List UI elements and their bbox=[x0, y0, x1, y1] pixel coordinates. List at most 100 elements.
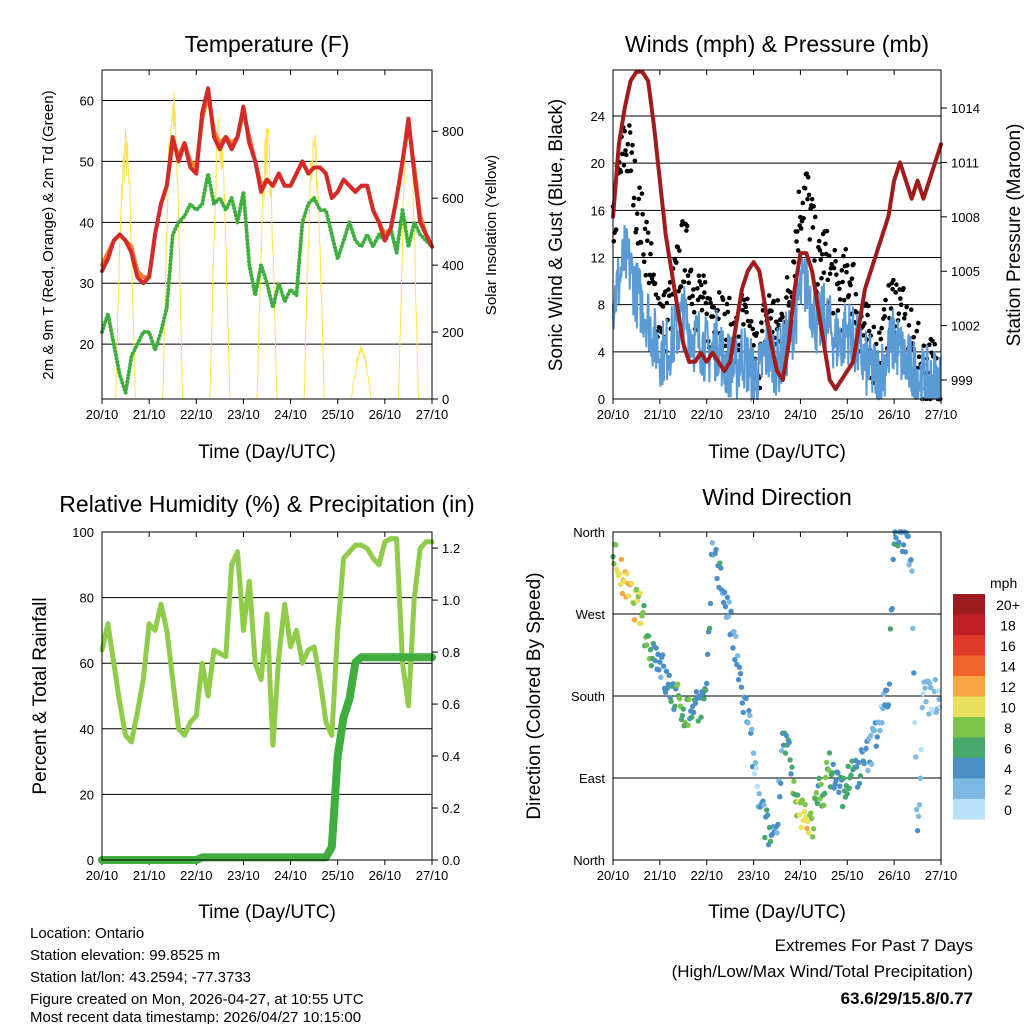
wind-direction-point bbox=[823, 774, 829, 781]
gust-point bbox=[893, 290, 899, 295]
gust-point bbox=[686, 280, 692, 286]
gust-point bbox=[909, 307, 914, 312]
wind-direction-ylabel: Direction (Colored By Speed) bbox=[524, 572, 545, 819]
y-tick-label: 50 bbox=[80, 154, 94, 169]
legend-label: 0 bbox=[1004, 802, 1012, 818]
y-tick-label: 60 bbox=[80, 93, 94, 108]
gust-point bbox=[698, 282, 704, 288]
wind-direction-point bbox=[887, 626, 894, 632]
gust-point bbox=[784, 295, 789, 300]
gust-point bbox=[711, 305, 717, 310]
wind-direction-point bbox=[695, 718, 701, 724]
wind-direction-point bbox=[738, 684, 745, 690]
wind-direction-point bbox=[915, 813, 922, 819]
wind-direction-title: Wind Direction bbox=[702, 484, 852, 510]
y-right-tick-label: 400 bbox=[442, 258, 464, 273]
y-tick-label: 100 bbox=[72, 525, 94, 540]
gust-point bbox=[879, 325, 884, 331]
gust-point bbox=[841, 297, 847, 303]
wind-direction-point bbox=[735, 676, 742, 683]
gust-point bbox=[664, 300, 670, 306]
x-tick-label: 23/10 bbox=[227, 407, 260, 422]
legend-label: 14 bbox=[1000, 659, 1016, 675]
gust-point bbox=[834, 272, 839, 277]
gust-point bbox=[699, 307, 705, 313]
gust-point bbox=[684, 223, 690, 229]
wind-direction-point bbox=[830, 761, 836, 768]
wind-direction-point bbox=[782, 750, 789, 756]
gust-point bbox=[836, 280, 841, 286]
wind-direction-point bbox=[732, 656, 738, 663]
x-tick-label: 22/10 bbox=[180, 407, 213, 422]
wind-direction-point bbox=[910, 625, 916, 632]
legend-swatch bbox=[953, 676, 985, 697]
wind-direction-point bbox=[745, 720, 751, 726]
gust-point bbox=[618, 169, 624, 175]
y-right-tick-label: 0.8 bbox=[442, 645, 460, 660]
gust-point bbox=[649, 276, 655, 281]
wind-direction-point bbox=[672, 703, 678, 709]
wind-direction-point bbox=[783, 732, 790, 739]
gust-point bbox=[806, 192, 812, 198]
gust-point bbox=[747, 323, 752, 329]
wind-direction-point bbox=[868, 761, 875, 767]
legend-title: mph bbox=[990, 575, 1017, 591]
wind-direction-point bbox=[756, 790, 762, 797]
wind-direction-point bbox=[726, 599, 732, 605]
legend-label: 18 bbox=[1000, 618, 1016, 634]
x-tick-label: 25/10 bbox=[831, 868, 864, 883]
gust-point bbox=[902, 311, 908, 317]
wind-direction-point bbox=[806, 830, 812, 836]
gust-point bbox=[795, 229, 800, 234]
gust-point bbox=[932, 341, 938, 347]
gust-point bbox=[641, 259, 647, 265]
wind-direction-point bbox=[865, 767, 871, 774]
gust-point bbox=[773, 319, 779, 325]
dewpoint-line bbox=[100, 171, 434, 395]
wind-direction-point bbox=[775, 821, 781, 828]
gust-point bbox=[613, 227, 619, 232]
gust-point bbox=[702, 290, 707, 295]
wind-direction-point bbox=[920, 690, 926, 697]
wind-direction-point bbox=[855, 759, 862, 766]
legend-label: 10 bbox=[1000, 700, 1016, 716]
y-tick-label: 20 bbox=[80, 787, 94, 802]
wind-direction-point bbox=[839, 803, 846, 810]
gust-point bbox=[854, 310, 859, 315]
winds-xlabel: Time (Day/UTC) bbox=[708, 442, 846, 463]
x-tick-label: 23/10 bbox=[737, 868, 770, 883]
legend-label: 8 bbox=[1004, 720, 1012, 736]
gust-point bbox=[748, 319, 754, 324]
gust-point bbox=[846, 293, 852, 298]
wind-direction-point bbox=[913, 806, 920, 813]
x-tick-label: 21/10 bbox=[133, 868, 166, 883]
wind-direction-point bbox=[912, 719, 918, 726]
wind-direction-point bbox=[746, 707, 752, 714]
gust-point bbox=[914, 328, 920, 334]
gust-point bbox=[688, 267, 694, 273]
gust-point bbox=[675, 244, 681, 250]
rh-ylabel: Percent & Total Rainfall bbox=[30, 597, 51, 794]
y-tick-label: West bbox=[576, 607, 606, 622]
wind-direction-xlabel: Time (Day/UTC) bbox=[708, 902, 846, 923]
wind-direction-point bbox=[754, 783, 761, 789]
legend-label: 20+ bbox=[996, 597, 1020, 613]
x-tick-label: 25/10 bbox=[321, 868, 354, 883]
gust-point bbox=[634, 211, 640, 216]
wind-direction-point bbox=[835, 770, 841, 776]
temp-2m-line bbox=[100, 86, 434, 286]
wind-direction-point bbox=[787, 757, 793, 763]
wind-direction-point bbox=[629, 580, 635, 587]
plot-frame bbox=[612, 531, 942, 861]
gust-point bbox=[707, 296, 713, 302]
gust-point bbox=[631, 195, 637, 201]
gust-point bbox=[645, 238, 650, 244]
gust-point bbox=[837, 297, 843, 302]
gust-point bbox=[637, 185, 642, 190]
wind-direction-point bbox=[868, 732, 874, 739]
gust-point bbox=[873, 341, 879, 347]
gust-point bbox=[645, 230, 651, 235]
gust-point bbox=[818, 257, 824, 262]
wind-direction-point bbox=[829, 770, 835, 776]
gust-point bbox=[690, 293, 695, 299]
